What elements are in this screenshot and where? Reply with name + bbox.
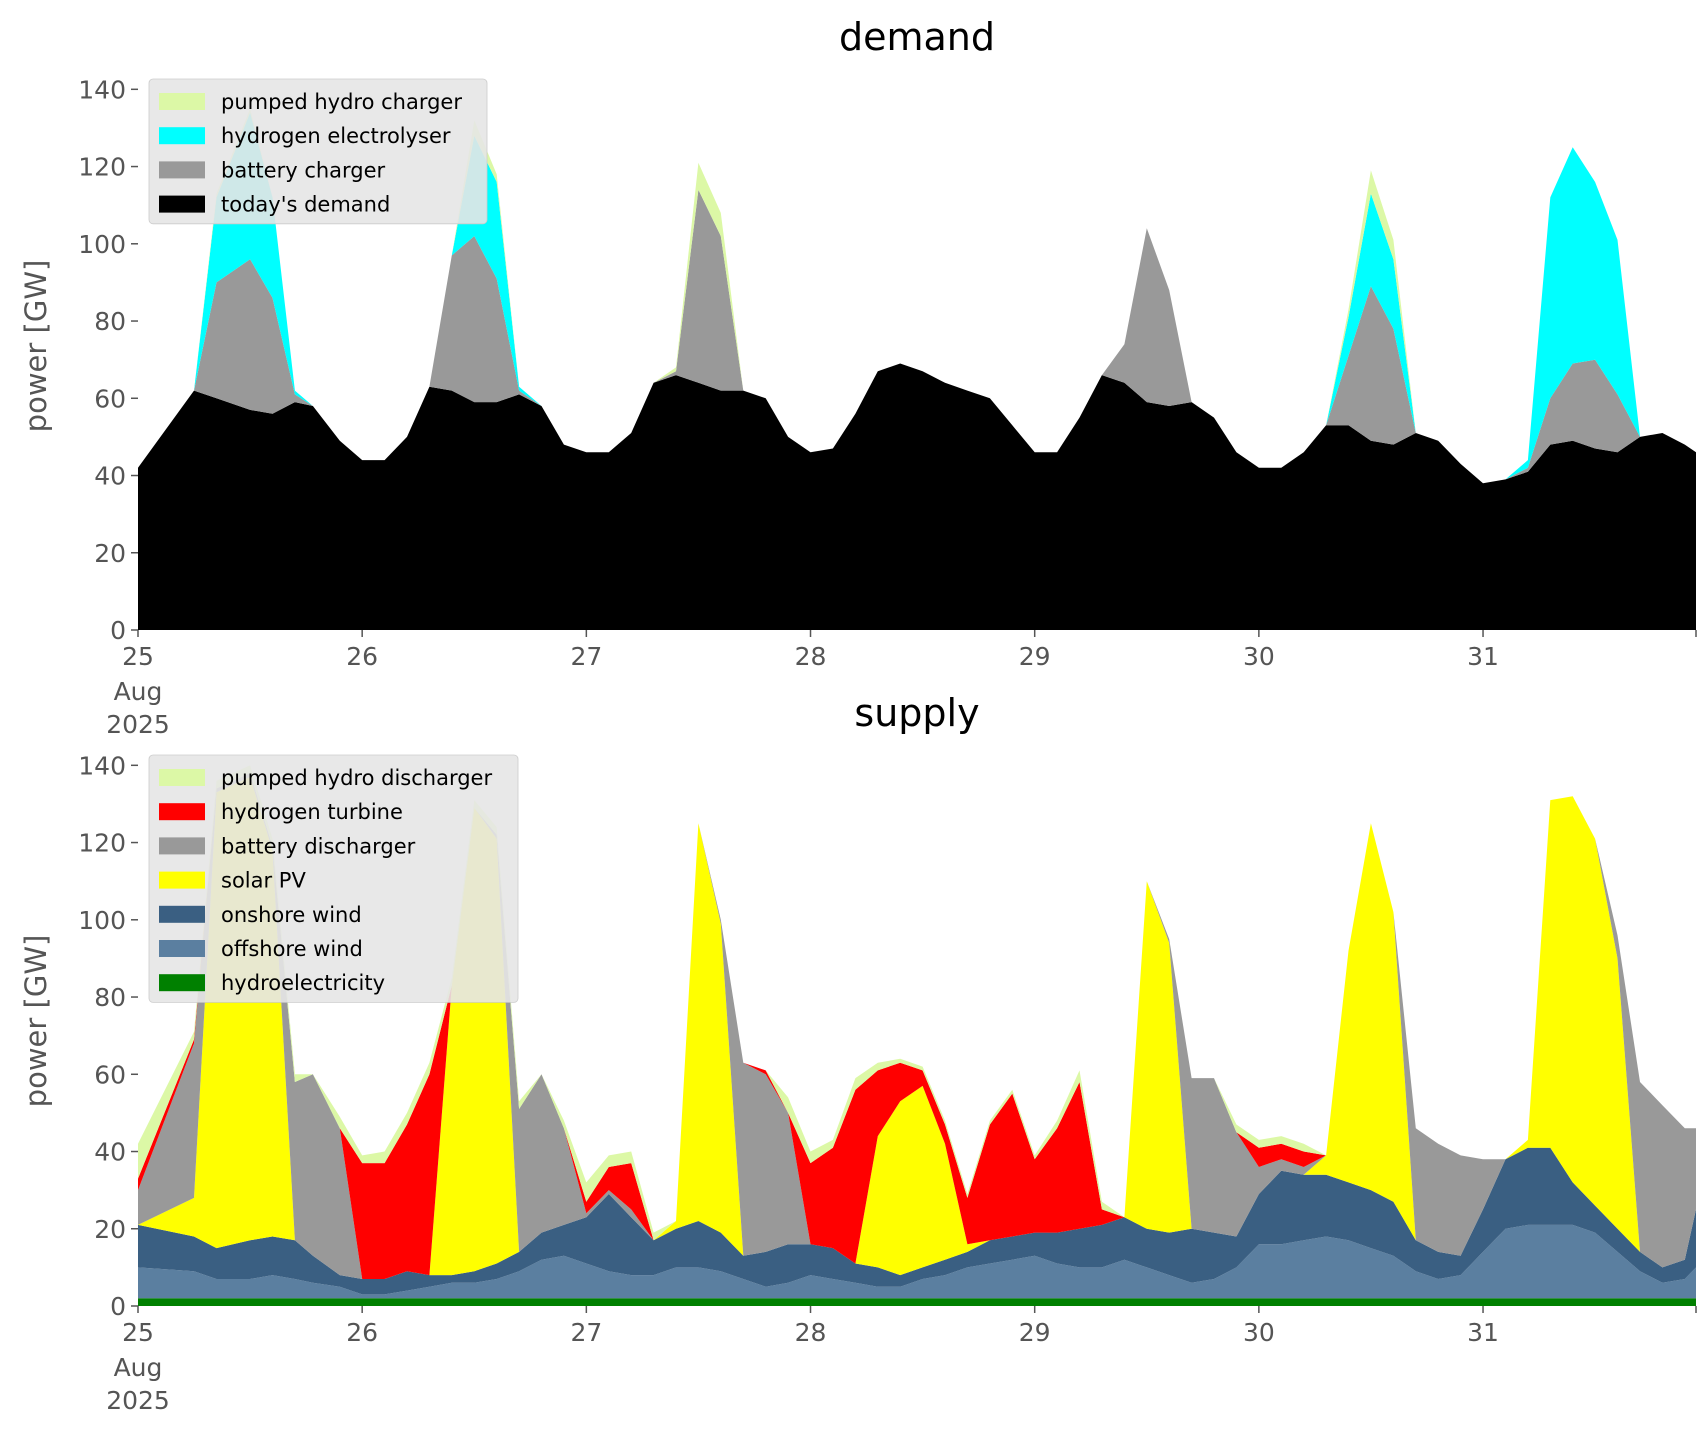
legend-box (148, 754, 519, 1003)
x-tick-label: 27 (570, 1318, 602, 1347)
legend-swatch (159, 837, 205, 855)
x-tick-label: 29 (1019, 642, 1051, 671)
area-today-s-demand (138, 363, 1696, 630)
y-tick-label: 20 (94, 1215, 126, 1244)
y-tick-label: 20 (94, 539, 126, 568)
x-tick-label: 26 (346, 1318, 378, 1347)
area-hydrogen-electrolyser (138, 112, 1696, 484)
x-tick-label: 29 (1019, 1318, 1051, 1347)
y-tick-label: 0 (110, 1292, 126, 1321)
y-axis-label: power [GW] (19, 935, 53, 1108)
legend-swatch (159, 803, 205, 821)
legend-swatch (159, 769, 205, 786)
area-hydroelectricity (138, 1298, 1696, 1306)
legend-swatch (159, 940, 205, 957)
y-tick-label: 80 (94, 307, 126, 336)
legend-label: offshore wind (221, 937, 363, 961)
legend: pumped hydro charger hydrogen electrolyse… (148, 78, 488, 225)
chart-title: demand (839, 15, 995, 59)
legend-label: onshore wind (221, 903, 362, 927)
legend-swatch (159, 161, 205, 179)
y-tick-label: 100 (78, 906, 126, 935)
legend-swatch (159, 974, 205, 992)
x-tick-label: 26 (346, 642, 378, 671)
legend-label: hydrogen electrolyser (221, 124, 451, 148)
area-hydrogen-turbine (138, 773, 1696, 1279)
y-tick-label: 100 (78, 230, 126, 259)
demand-panel: demand power [GW] 0 20 40 60 80 100 120 140 25 Au… (19, 15, 1697, 739)
x-tick-label: 31 (1467, 1318, 1499, 1347)
x-tick-sublabel: 2025 (106, 710, 170, 739)
y-tick-label: 80 (94, 983, 126, 1012)
area-onshore-wind (138, 1147, 1696, 1295)
legend-swatch (159, 905, 205, 923)
x-tick-label: 30 (1243, 642, 1275, 671)
area-battery-discharger (138, 773, 1696, 1279)
x-tick-sublabel: Aug (114, 1353, 163, 1382)
legend-label: battery discharger (221, 834, 416, 858)
y-tick-label: 120 (78, 153, 126, 182)
x-tick-label: 28 (795, 1318, 827, 1347)
axes: 0 20 40 60 80 100 120 140 25 Aug 2025 26 27 28 29 30 31 (78, 75, 1697, 739)
x-tick-label: 25 (122, 642, 154, 671)
area-offshore-wind (138, 1224, 1696, 1299)
area-solar-pv (138, 776, 1696, 1279)
legend-swatch (159, 93, 205, 110)
x-tick-sublabel: 2025 (106, 1386, 170, 1415)
legend-label: solar PV (221, 869, 306, 893)
y-tick-label: 60 (94, 1060, 126, 1089)
legend: pumped hydro discharger hydrogen turbine b… (148, 754, 519, 1003)
legend-label: pumped hydro discharger (221, 766, 492, 790)
legend-swatch (159, 195, 205, 213)
y-tick-label: 40 (94, 462, 126, 491)
x-tick-label: 28 (795, 642, 827, 671)
legend-label: battery charger (221, 158, 386, 182)
y-tick-label: 140 (78, 75, 126, 104)
axes: 0 20 40 60 80 100 120 140 25 Aug 2025 26 27 28 29 30 31 (78, 751, 1697, 1415)
legend-label: hydrogen turbine (221, 800, 403, 824)
supply-panel: supply power [GW] 0 20 40 60 80 100 120 140 25 Au… (19, 691, 1697, 1415)
y-tick-label: 60 (94, 384, 126, 413)
y-tick-label: 40 (94, 1138, 126, 1167)
x-tick-label: 25 (122, 1318, 154, 1347)
y-tick-label: 0 (110, 616, 126, 645)
x-tick-label: 27 (570, 642, 602, 671)
chart-title: supply (854, 691, 979, 735)
legend-label: hydroelectricity (221, 971, 385, 995)
legend-box (148, 78, 488, 225)
legend-swatch (159, 127, 205, 145)
x-tick-label: 30 (1243, 1318, 1275, 1347)
x-tick-label: 31 (1467, 642, 1499, 671)
y-tick-label: 140 (78, 751, 126, 780)
area-battery-charger (138, 189, 1696, 484)
x-tick-sublabel: Aug (114, 677, 163, 706)
legend-swatch (159, 871, 205, 889)
plot-area (138, 108, 1696, 630)
legend-label: pumped hydro charger (221, 90, 462, 114)
legend-label: today's demand (221, 193, 390, 217)
y-tick-label: 120 (78, 829, 126, 858)
y-axis-label: power [GW] (19, 260, 53, 433)
plot-area (138, 765, 1696, 1306)
